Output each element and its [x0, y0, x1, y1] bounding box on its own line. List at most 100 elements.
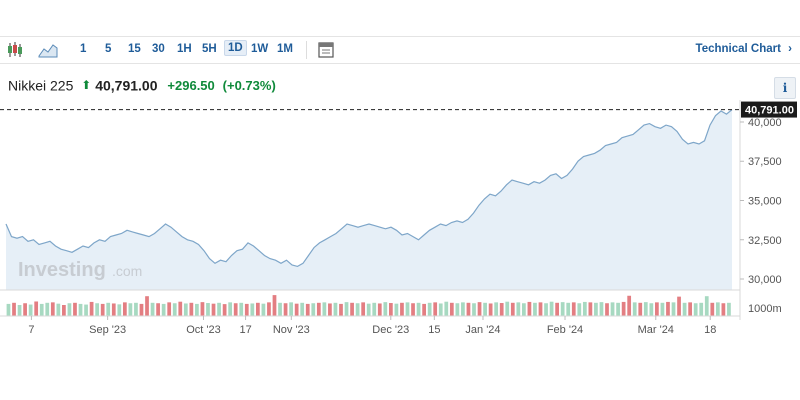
volume-bar [139, 303, 144, 316]
volume-bar [400, 302, 404, 316]
volume-bar [305, 303, 310, 316]
timeframe-1m[interactable]: 1M [277, 43, 293, 55]
candlestick-icon[interactable] [5, 40, 25, 60]
volume-bar [56, 303, 61, 316]
price-line [5, 109, 733, 268]
volume-bar [472, 303, 476, 316]
timeframe-1w[interactable]: 1W [251, 43, 269, 55]
volume-bar [344, 302, 349, 316]
volume-bar [533, 302, 537, 316]
volume-bar [195, 303, 199, 316]
y-tick-label: 37,500 [748, 156, 782, 168]
volume-bar [449, 302, 454, 316]
volume-bar [522, 303, 526, 316]
volume-bar [106, 302, 111, 316]
volume-bar [433, 302, 438, 316]
timeframe-30[interactable]: 30 [152, 43, 165, 55]
volume-bar [161, 303, 166, 316]
volume-bar [45, 302, 50, 316]
area-chart-icon[interactable] [38, 40, 58, 60]
volume-bar [704, 296, 709, 316]
volume-bar [355, 303, 360, 316]
volume-bar [599, 302, 604, 316]
volume-bar [621, 301, 626, 316]
volume-bar [117, 304, 122, 316]
timeframe-5[interactable]: 5 [105, 43, 112, 55]
volume-bar [699, 302, 704, 316]
timeframe-5h[interactable]: 5H [202, 43, 217, 55]
volume-bar [328, 303, 332, 316]
x-tick-label: Jan '24 [465, 324, 500, 336]
volume-bar [67, 303, 72, 316]
quote-header: Nikkei 225 ⬆ 40,791.00 +296.50 (+0.73%) [8, 76, 276, 96]
volume-bar [455, 303, 460, 316]
volume-bar [438, 303, 443, 316]
volume-bar [632, 302, 637, 316]
volume-bar [682, 302, 687, 316]
volume-bar [128, 303, 133, 316]
volume-bar [461, 302, 465, 316]
chevron-right-icon: › [788, 43, 792, 55]
volume-bar [671, 302, 676, 316]
watermark-brand: Investing [18, 259, 106, 281]
volume-bar [272, 295, 277, 316]
volume-bar [383, 302, 388, 316]
volume-bar [494, 302, 499, 316]
volume-bar [582, 301, 587, 316]
volume-bar [300, 302, 305, 316]
volume-bar [145, 296, 149, 316]
volume-bar [416, 302, 421, 316]
volume-bar [6, 303, 11, 316]
volume-bar [560, 302, 565, 316]
chart-settings-icon[interactable] [316, 40, 336, 60]
volume-bar [643, 302, 648, 316]
toolbar-divider [306, 41, 307, 59]
volume-bar [167, 302, 172, 316]
volume-bar [544, 303, 548, 316]
volume-bar [605, 303, 609, 316]
x-tick-label: 18 [704, 324, 716, 336]
last-price-tag [741, 101, 797, 118]
volume-bar [283, 303, 288, 316]
timeframe-1d[interactable]: 1D [224, 40, 247, 56]
volume-bar [261, 303, 266, 316]
volume-bar [244, 303, 249, 316]
volume-bar [100, 303, 105, 316]
volume-bar [655, 302, 659, 316]
price-change-percent: (+0.73%) [222, 77, 276, 93]
volume-bar [466, 302, 471, 316]
volume-bar [372, 302, 377, 316]
timeframe-15[interactable]: 15 [128, 43, 141, 55]
volume-bar [183, 303, 188, 316]
timeframe-1[interactable]: 1 [80, 43, 87, 55]
price-chart: Investing .com 40,000 37,500 35,000 32,500 30… [0, 100, 797, 336]
x-tick-label: Dec '23 [372, 324, 409, 336]
last-price-tag-label: 40,791.00 [745, 105, 794, 117]
technical-chart-link[interactable]: Technical Chart › [696, 43, 792, 55]
volume-bar [122, 302, 127, 316]
volume-bar [555, 302, 559, 316]
volume-bar [239, 302, 244, 316]
info-button[interactable]: i [774, 77, 796, 99]
volume-bar [710, 302, 715, 316]
volume-bar [84, 304, 88, 316]
volume-bar [566, 302, 571, 316]
volume-bar [594, 302, 598, 316]
volume-bar [361, 302, 366, 316]
volume-bar [73, 302, 77, 316]
volume-bar [172, 303, 177, 316]
volume-bar [316, 302, 321, 316]
y-tick-label: 30,000 [748, 274, 782, 286]
volume-bar [211, 303, 216, 316]
timeframe-1h[interactable]: 1H [177, 43, 192, 55]
volume-bar [278, 302, 282, 316]
volume-bar [23, 303, 27, 316]
volume-bar [715, 302, 720, 316]
volume-bar [505, 301, 510, 316]
volume-bar [333, 302, 338, 316]
volume-bar [577, 303, 582, 316]
volume-bar [510, 302, 515, 316]
x-tick-label: Sep '23 [89, 324, 126, 336]
volume-bar [134, 302, 138, 316]
x-tick-label: 7 [28, 324, 34, 336]
